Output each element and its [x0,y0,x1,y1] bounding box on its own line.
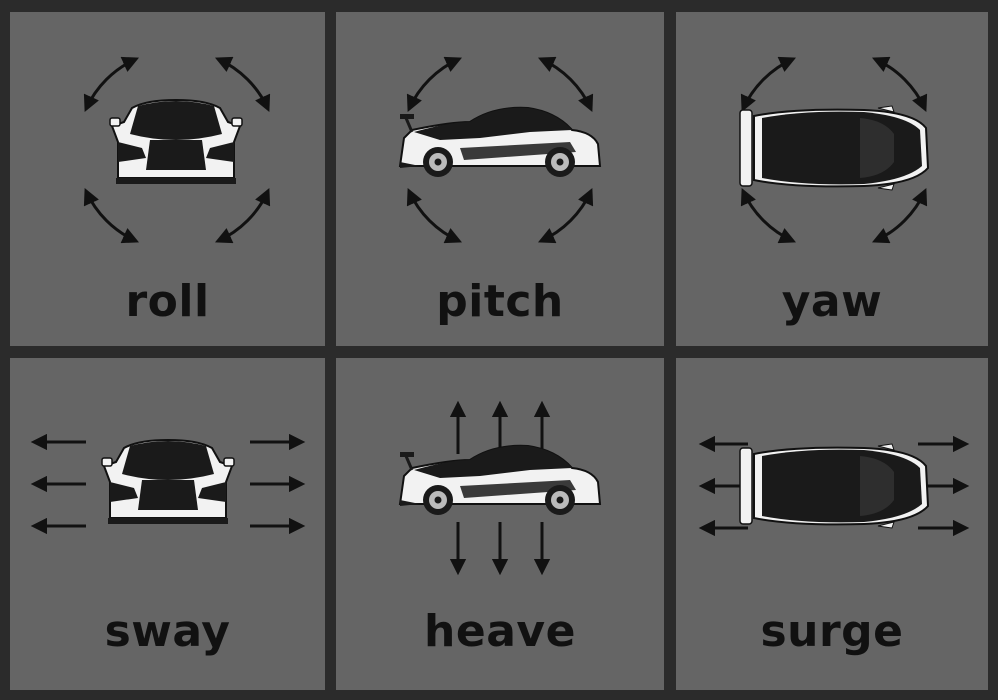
surge-diagram [698,435,970,537]
label-yaw: yaw [781,276,883,327]
heave-diagram [398,400,602,576]
panel-pitch: pitch [336,12,664,346]
horizontal-arrows-icon [30,433,306,535]
label-pitch: pitch [436,276,564,327]
panel-sway: sway [10,358,325,690]
label-sway: sway [104,606,231,657]
car-front-icon [101,439,235,525]
label-roll: roll [125,276,210,327]
vertical-arrows-icon [449,400,551,576]
label-heave: heave [424,606,576,657]
label-surge: surge [760,606,904,657]
car-top-icon [739,443,929,529]
panel-heave: heave [336,358,664,690]
car-side-icon [398,106,602,179]
sway-diagram [30,433,306,535]
panel-yaw: yaw [676,12,988,346]
car-top-icon [739,105,929,191]
car-front-icon [109,99,243,185]
panel-roll: roll [10,12,325,346]
panel-surge: surge [676,358,988,690]
car-side-icon [398,444,602,517]
